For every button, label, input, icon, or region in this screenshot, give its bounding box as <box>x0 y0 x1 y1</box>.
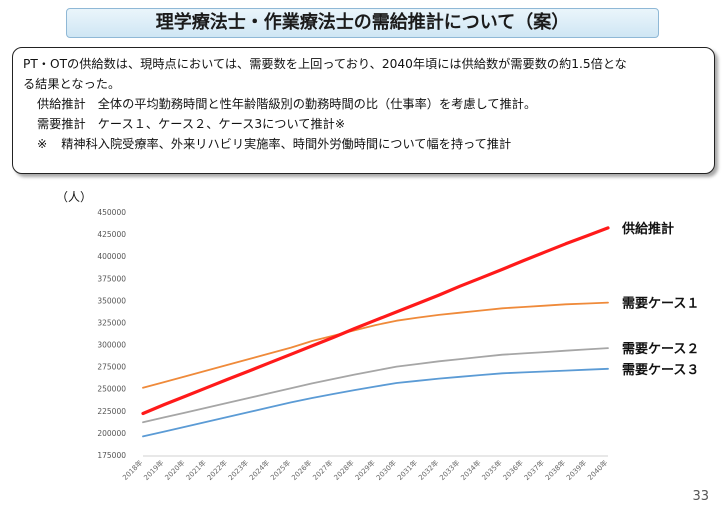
x-tick-label: 2019年 <box>142 458 166 482</box>
x-tick-label: 2020年 <box>163 458 187 482</box>
note-text: 精神科入院受療率、外来リハビリ実施率、時間外労働時間について幅を持って推計 <box>61 137 512 151</box>
x-tick-label: 2033年 <box>438 458 462 482</box>
supply-label: 供給推計 <box>37 97 86 111</box>
series-label: 需要ケース２ <box>622 342 699 357</box>
y-tick-label: 450000 <box>97 208 126 217</box>
x-tick-label: 2032年 <box>416 458 440 482</box>
x-tick-label: 2029年 <box>353 458 377 482</box>
x-tick-label: 2038年 <box>543 458 567 482</box>
x-tick-label: 2037年 <box>522 458 546 482</box>
series-line <box>142 347 609 424</box>
demand-label: 需要推計 <box>37 117 86 131</box>
x-tick-label: 2026年 <box>290 458 314 482</box>
x-tick-label: 2034年 <box>459 458 483 482</box>
note-description: ※ 精神科入院受療率、外来リハビリ実施率、時間外労働時間について幅を持って推計 <box>23 134 704 154</box>
x-tick-label: 2024年 <box>247 458 271 482</box>
x-tick-label: 2030年 <box>374 458 398 482</box>
y-tick-label: 350000 <box>97 296 126 305</box>
y-tick-label: 225000 <box>97 407 126 416</box>
series-label: 供給推計 <box>621 221 674 237</box>
x-tick-label: 2021年 <box>184 458 208 482</box>
series-line <box>141 226 610 416</box>
x-tick-label: 2036年 <box>501 458 525 482</box>
x-tick-label: 2018年 <box>120 458 144 482</box>
y-tick-label: 200000 <box>97 429 126 438</box>
y-tick-label: 425000 <box>97 230 126 239</box>
y-tick-label: 300000 <box>97 341 126 350</box>
x-tick-label: 2039年 <box>564 458 588 482</box>
summary-box: PT・OTの供給数は、現時点においては、需要数を上回っており、2040年頃には供… <box>12 47 715 174</box>
supply-text: 全体の平均勤務時間と性年齢階級別の勤務時間の比（仕事率）を考慮して推計。 <box>97 97 537 111</box>
series-label: 需要ケース１ <box>622 297 699 312</box>
slide-title: 理学療法士・作業療法士の需給推計について（案） <box>66 8 659 38</box>
x-tick-label: 2027年 <box>311 458 335 482</box>
y-tick-label: 250000 <box>97 385 126 394</box>
x-tick-label: 2028年 <box>332 458 356 482</box>
x-tick-label: 2040年 <box>585 458 609 482</box>
page-number: 33 <box>692 489 709 504</box>
note-mark: ※ <box>37 137 48 151</box>
supply-description: 供給推計 全体の平均勤務時間と性年齢階級別の勤務時間の比（仕事率）を考慮して推計。 <box>23 94 704 114</box>
y-tick-label: 175000 <box>97 451 126 460</box>
x-tick-label: 2031年 <box>395 458 419 482</box>
summary-line-2: る結果となった。 <box>23 77 121 91</box>
series-line <box>142 301 609 389</box>
x-tick-label: 2022年 <box>205 458 229 482</box>
x-tick-label: 2035年 <box>480 458 504 482</box>
demand-description: 需要推計 ケース１、ケース２、ケース3について推計※ <box>23 114 704 134</box>
series-line <box>142 367 609 438</box>
summary-line-1: PT・OTの供給数は、現時点においては、需要数を上回っており、2040年頃には供… <box>23 57 627 71</box>
x-tick-label: 2025年 <box>268 458 292 482</box>
series-label: 需要ケース３ <box>622 363 699 378</box>
y-tick-label: 400000 <box>97 252 126 261</box>
demand-text: ケース１、ケース２、ケース3について推計※ <box>97 117 346 131</box>
y-tick-label: 375000 <box>97 274 126 283</box>
y-tick-label: 325000 <box>97 318 126 327</box>
x-tick-label: 2023年 <box>226 458 250 482</box>
y-tick-label: 275000 <box>97 363 126 372</box>
y-axis-unit-label: （人） <box>56 190 93 204</box>
